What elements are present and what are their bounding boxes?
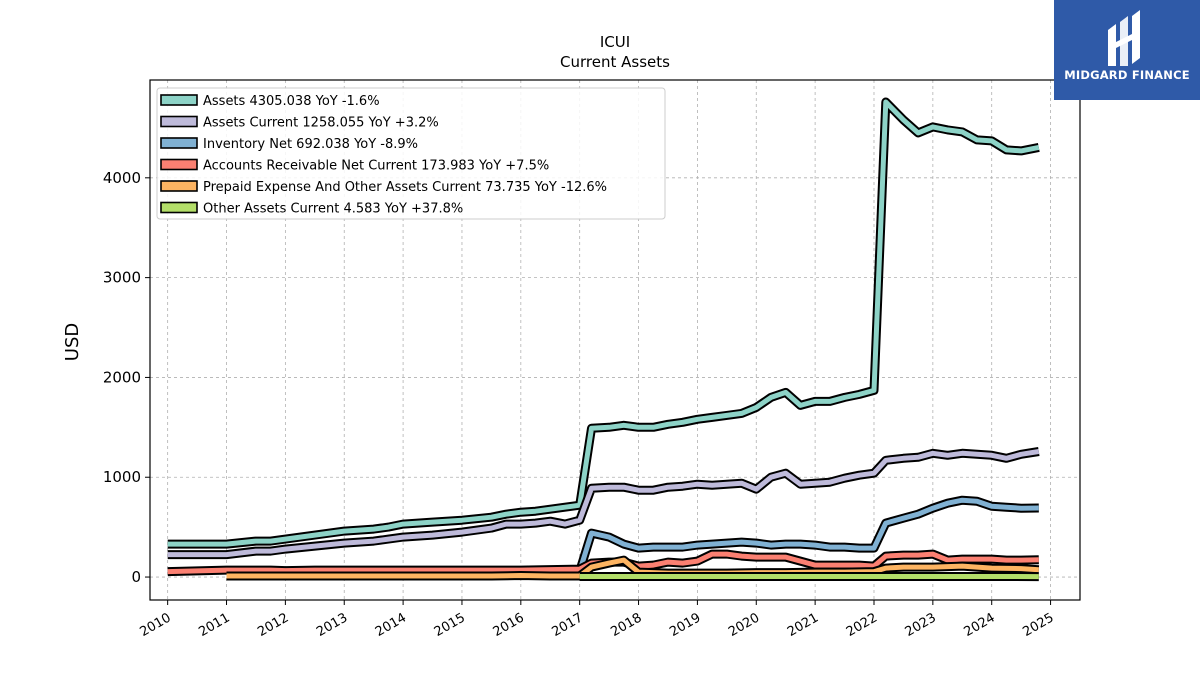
x-axis: 2010 2011 2012 2013 2014 2015 2016 2017 2018 2019…: [137, 600, 1057, 640]
legend-swatch: [160, 137, 198, 149]
legend-swatch: [160, 158, 198, 171]
legend-swatch: [160, 115, 198, 128]
x-tick-label: 2020: [726, 610, 762, 640]
x-tick-label: 2012: [255, 610, 291, 640]
x-tick-label: 2018: [608, 610, 644, 640]
legend-swatch: [160, 201, 198, 214]
series-line: [167, 449, 1040, 558]
x-tick-label: 2021: [785, 610, 821, 640]
x-tick-label: 2023: [903, 610, 939, 640]
legend-label: Assets Current 1258.055 YoY +3.2%: [203, 116, 439, 131]
series-group: [167, 97, 1040, 582]
legend-frame: [156, 87, 666, 220]
y-tick-label: 2000: [103, 368, 141, 386]
legend-label: Accounts Receivable Net Current 173.983 …: [203, 159, 549, 174]
y-axis-label: USD: [62, 323, 83, 361]
x-tick-label: 2010: [137, 610, 173, 640]
series-line: [577, 497, 1039, 572]
legend-label: Other Assets Current 4.583 YoY +37.8%: [203, 202, 463, 217]
x-tick-label: 2014: [373, 610, 409, 640]
y-axis: 0 1000 2000 3000 4000: [103, 169, 150, 586]
x-tick-label: 2011: [196, 610, 232, 640]
y-tick-label: 3000: [103, 269, 141, 287]
chart-title: ICUI: [600, 33, 630, 51]
plot-frame: [149, 79, 1081, 601]
x-tick-label: 2022: [844, 610, 880, 640]
series-line: [167, 551, 1039, 575]
brand-mark-icon: [1108, 10, 1140, 66]
brand-name: MIDGARD FINANCE: [1064, 68, 1190, 82]
legend-label: Assets 4305.038 YoY -1.6%: [203, 94, 380, 109]
legend-swatch: [160, 180, 198, 192]
series-line: [167, 99, 1040, 547]
chart-subtitle: Current Assets: [560, 53, 670, 71]
x-tick-label: 2025: [1020, 610, 1056, 640]
y-tick-label: 0: [131, 568, 141, 586]
x-tick-label: 2017: [550, 610, 586, 640]
x-tick-label: 2024: [962, 610, 998, 640]
legend-label: Prepaid Expense And Other Assets Current…: [203, 180, 607, 195]
x-tick-label: 2016: [491, 610, 527, 640]
x-tick-label: 2013: [314, 610, 350, 640]
legend-swatch: [160, 94, 198, 106]
y-tick-label: 1000: [103, 468, 141, 486]
y-tick-label: 4000: [103, 169, 141, 187]
legend: Assets 4305.038 YoY -1.6% Assets Current …: [156, 87, 666, 220]
brand-logo: MIDGARD FINANCE: [1054, 0, 1200, 100]
x-tick-label: 2015: [432, 610, 468, 640]
x-tick-label: 2019: [667, 610, 703, 640]
legend-label: Inventory Net 692.038 YoY -8.9%: [203, 137, 418, 152]
